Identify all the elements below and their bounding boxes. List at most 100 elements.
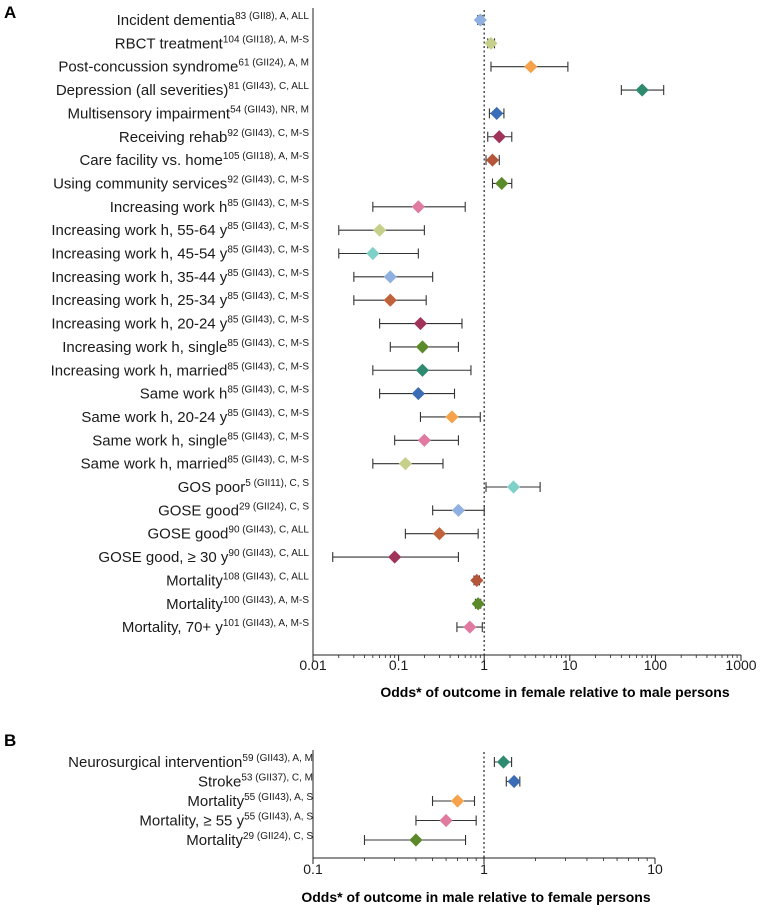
- row-label-main: Increasing work h, 45-54 y: [51, 246, 227, 263]
- row-label-main: Same work h, married: [81, 456, 228, 473]
- panel-b-tick-label: 10: [647, 861, 663, 877]
- point-estimate: [463, 620, 477, 634]
- panel-a-letter: A: [4, 3, 16, 22]
- panel-b-tick-label: 1: [480, 861, 488, 877]
- row-label: Mortality100 (GII43), A, M-S: [166, 595, 309, 613]
- point-estimate: [490, 106, 504, 120]
- row-label: Increasing work h, married85 (GII43), C,…: [51, 361, 310, 379]
- row-label-sup: 104 (GII18), A, M-S: [223, 34, 309, 45]
- point-estimate: [484, 36, 498, 50]
- panel-a-row: Increasing work h, 45-54 y85 (GII43), C,…: [51, 245, 419, 263]
- panel-a-tick-label: 0.01: [299, 657, 326, 673]
- row-label-main: GOS poor: [178, 479, 246, 496]
- panel-b-x-axis-title: Odds* of outcome in male relative to fem…: [301, 889, 651, 905]
- row-label: Receiving rehab92 (GII43), C, M-S: [119, 128, 309, 146]
- panel-a-x-axis-title: Odds* of outcome in female relative to m…: [380, 684, 730, 700]
- row-label-main: GOSE good, ≥ 30 y: [98, 549, 228, 566]
- row-label-main: Same work h: [140, 386, 228, 403]
- row-label: Increasing work h85 (GII43), C, M-S: [110, 198, 310, 216]
- panel-a-row: Receiving rehab92 (GII43), C, M-S: [119, 128, 513, 146]
- panel-b-row: Neurosurgical intervention59 (GII43), A,…: [68, 753, 513, 771]
- row-label-sup: 55 (GII43), A, S: [244, 812, 313, 823]
- point-estimate: [506, 480, 521, 494]
- panel-a-tick-label: 1: [480, 657, 488, 673]
- row-label-sup: 85 (GII43), C, M-S: [227, 315, 309, 326]
- panel-a-row: Mortality100 (GII43), A, M-S: [166, 595, 485, 613]
- row-label-main: Mortality: [166, 596, 223, 613]
- panel-a-row: Increasing work h, single85 (GII43), C, …: [62, 338, 459, 356]
- row-label: Same work h, single85 (GII43), C, M-S: [92, 431, 309, 449]
- panel-a-row: RBCT treatment104 (GII18), A, M-S: [115, 34, 498, 52]
- row-label: GOSE good, ≥ 30 y90 (GII43), C, ALL: [98, 548, 309, 566]
- row-label-sup: 53 (GII37), C, M: [241, 773, 313, 784]
- panel-a-row: Using community services92 (GII43), C, M…: [53, 174, 513, 192]
- point-estimate: [471, 597, 485, 611]
- point-estimate: [473, 13, 487, 27]
- row-label-sup: 29 (GII24), C, S: [243, 831, 313, 842]
- point-estimate: [451, 503, 465, 517]
- row-label-sup: 85 (GII43), C, M-S: [227, 338, 309, 349]
- row-label-main: Increasing work h, married: [51, 362, 228, 379]
- row-label: Same work h85 (GII43), C, M-S: [140, 385, 310, 403]
- point-estimate: [413, 316, 428, 331]
- point-estimate: [432, 527, 447, 541]
- row-label-sup: 85 (GII43), C, M-S: [227, 291, 309, 302]
- row-label: Increasing work h, 55-64 y85 (GII43), C,…: [51, 221, 309, 239]
- row-label-sup: 85 (GII43), C, M-S: [227, 385, 309, 396]
- point-estimate: [415, 363, 430, 377]
- row-label: GOS poor5 (GII11), C, S: [178, 478, 310, 496]
- row-label: Incident dementia83 (GII8), A, ALL: [117, 11, 310, 29]
- point-estimate: [415, 340, 430, 354]
- panel-a-row: GOSE good, ≥ 30 y90 (GII43), C, ALL: [98, 548, 459, 566]
- row-label-sup: 85 (GII43), C, M-S: [227, 221, 309, 232]
- row-label: Same work h, married85 (GII43), C, M-S: [81, 455, 310, 473]
- row-label-main: Depression (all severities): [56, 82, 229, 99]
- point-estimate: [411, 387, 425, 401]
- point-estimate: [366, 246, 380, 261]
- panel-a-row: GOSE good29 (GII24), C, S: [158, 501, 485, 519]
- row-label-sup: 85 (GII43), C, M-S: [227, 408, 309, 419]
- point-estimate: [409, 833, 423, 847]
- panel-a-row: Same work h, 20-24 y85 (GII43), C, M-S: [81, 408, 481, 426]
- row-label: Care facility vs. home105 (GII18), A, M-…: [79, 151, 309, 169]
- point-estimate: [411, 200, 425, 214]
- panel-a-tick-label: 100: [644, 657, 668, 673]
- row-label-sup: 108 (GII43), C, ALL: [223, 571, 310, 582]
- row-label-sup: 61 (GII24), A, M: [238, 58, 309, 69]
- row-label-main: GOSE good: [158, 502, 239, 519]
- row-label: Increasing work h, 20-24 y85 (GII43), C,…: [51, 315, 309, 333]
- row-label-main: Mortality, ≥ 55 y: [139, 813, 244, 830]
- row-label-sup: 100 (GII43), A, M-S: [223, 595, 309, 606]
- panel-a-row: Increasing work h, 20-24 y85 (GII43), C,…: [51, 315, 463, 333]
- row-label-main: Post-concussion syndrome: [58, 59, 238, 76]
- panel-a-row: Same work h85 (GII43), C, M-S: [140, 385, 456, 403]
- row-label: Increasing work h, 45-54 y85 (GII43), C,…: [51, 245, 309, 263]
- row-label-main: Multisensory impairment: [68, 105, 231, 122]
- panel-a-row: Depression (all severities)81 (GII43), C…: [56, 81, 665, 99]
- row-label-sup: 105 (GII18), A, M-S: [223, 151, 309, 162]
- row-label-main: Same work h, 20-24 y: [81, 409, 227, 426]
- row-label: Increasing work h, single85 (GII43), C, …: [62, 338, 309, 356]
- row-label: Same work h, 20-24 y85 (GII43), C, M-S: [81, 408, 309, 426]
- row-label: Depression (all severities)81 (GII43), C…: [56, 81, 310, 99]
- row-label-main: Increasing work h, single: [62, 339, 227, 356]
- panel-b-row: Mortality29 (GII24), C, S: [186, 831, 467, 849]
- panel-a-row: Multisensory impairment54 (GII43), NR, M: [68, 104, 505, 122]
- point-estimate: [635, 83, 649, 97]
- row-label: Neurosurgical intervention59 (GII43), A,…: [68, 753, 313, 771]
- row-label-sup: 54 (GII43), NR, M: [230, 104, 309, 115]
- row-label-main: Mortality, 70+ y: [122, 619, 224, 636]
- panel-b-row: Mortality55 (GII43), A, S: [187, 792, 476, 810]
- panel-a-tick-label: 1000: [725, 657, 756, 673]
- panel-a-row: GOS poor5 (GII11), C, S: [178, 478, 541, 496]
- panel-a-row: Increasing work h, 35-44 y85 (GII43), C,…: [51, 268, 434, 286]
- row-label: Mortality, ≥ 55 y55 (GII43), A, S: [139, 812, 313, 830]
- point-estimate: [445, 410, 459, 424]
- point-estimate: [388, 550, 402, 564]
- row-label: Mortality108 (GII43), C, ALL: [166, 571, 309, 589]
- row-label-sup: 85 (GII43), C, M-S: [227, 431, 309, 442]
- panel-b-tick-label: 0.1: [303, 861, 323, 877]
- panel-a-row: Same work h, married85 (GII43), C, M-S: [81, 455, 444, 473]
- row-label: Mortality29 (GII24), C, S: [186, 831, 313, 849]
- row-label-main: Care facility vs. home: [79, 152, 222, 169]
